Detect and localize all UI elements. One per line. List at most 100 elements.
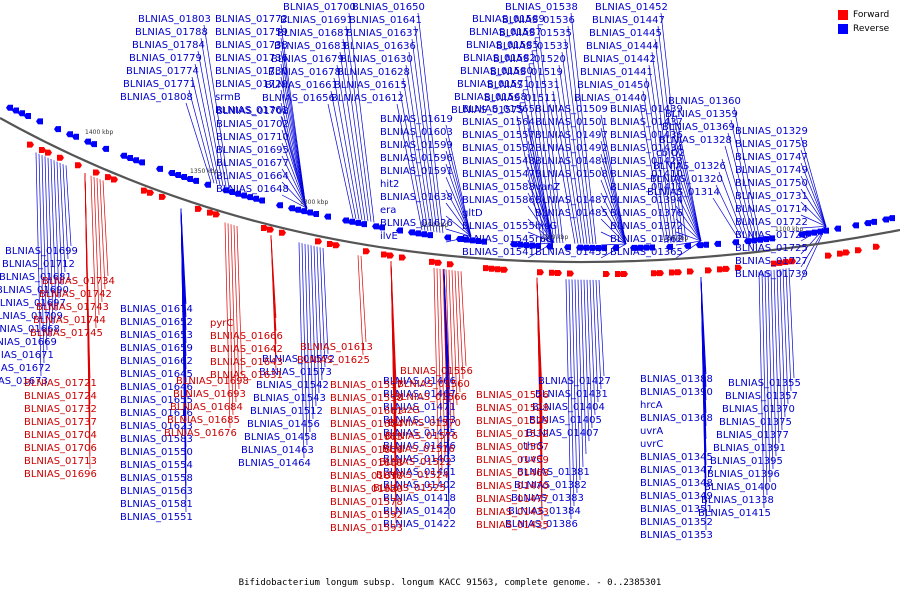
connector-line (360, 255, 367, 343)
connector-line (390, 261, 397, 524)
gene-label: BLNIAS_01739 (735, 269, 808, 280)
gene-label: BLNIAS_01687 (277, 28, 350, 39)
gene-label: BLNIAS_01678 (268, 67, 341, 78)
connector-line (779, 269, 786, 418)
reverse-gene-arrow (186, 175, 193, 182)
gene-label: BLNIAS_01566 (394, 392, 467, 403)
forward-gene-arrow (735, 264, 742, 271)
reverse-gene-arrow (312, 210, 319, 217)
gene-label: BLNIAS_01535 (499, 28, 572, 39)
reverse-gene-arrow (666, 243, 673, 250)
connector-line (733, 106, 760, 236)
gene-label: BLNIAS_01556 (400, 366, 473, 377)
forward-gene-arrow (315, 238, 322, 245)
connector-line (442, 269, 449, 445)
reverse-gene-arrow (534, 242, 541, 249)
connector-line (600, 179, 627, 245)
gene-label: BLNIAS_01475 (383, 428, 456, 439)
connector-line (567, 25, 594, 244)
reverse-gene-arrow (744, 238, 751, 245)
connector-line (727, 132, 754, 237)
reverse-gene-arrow (468, 237, 475, 244)
forward-gene-arrow (483, 265, 490, 272)
gene-label: BLNIAS_01592 (330, 510, 403, 521)
genome-caption: Bifidobacterium longum subsp. longum KAC… (238, 578, 662, 588)
reverse-gene-arrow (36, 118, 43, 125)
connector-line (583, 279, 590, 442)
scale-mark: 1100 kbp (775, 225, 804, 233)
connector-line (84, 173, 91, 470)
gene-label: ruvC (520, 454, 544, 465)
gene-label: BLNIAS_01320 (650, 174, 723, 185)
gene-label: BLNIAS_01372 (610, 221, 683, 232)
connector-line (527, 205, 554, 243)
reverse-gene-arrow (546, 243, 553, 250)
connector-line (600, 153, 627, 245)
gene-label: BLNIAS_01353 (640, 530, 713, 541)
gene-label: BLNIAS_01681 (0, 272, 72, 283)
gene-label: BLNIAS_01519 (490, 67, 563, 78)
gene-label: ilvE (380, 231, 398, 242)
connector-line (50, 159, 57, 312)
reverse-gene-arrow (732, 239, 739, 246)
gene-label: BLNIAS_01477 (476, 494, 549, 505)
gene-label: BLNIAS_01772 (215, 14, 288, 25)
gene-label: BLNIAS_01619 (380, 114, 453, 125)
connector-line (788, 267, 795, 379)
connector-line (712, 197, 739, 239)
reverse-swatch (838, 24, 848, 34)
connector-line (47, 157, 54, 325)
forward-gene-arrow (159, 193, 166, 200)
gene-label: BLNIAS_01554 (120, 460, 193, 471)
forward-gene-arrow (789, 258, 796, 265)
connector-line (800, 188, 827, 227)
gene-label: BLNIAS_01758 (735, 139, 808, 150)
forward-gene-arrow (825, 252, 832, 259)
connector-line (558, 64, 585, 244)
gene-label: BLNIAS_01545 (462, 234, 535, 245)
connector-line (316, 246, 323, 381)
connector-line (408, 51, 435, 232)
forward-gene-arrow (105, 174, 112, 181)
connector-line (281, 168, 308, 209)
gene-label: BLNIAS_01415 (698, 508, 771, 519)
forward-gene-arrow (717, 266, 724, 273)
gene-label: BLNIAS_01620 (330, 484, 403, 495)
connector-line (595, 279, 602, 390)
forward-gene-arrow (843, 249, 850, 256)
gene-label: BLNIAS_01557 (462, 130, 535, 141)
genome-backbone-arc (0, 117, 900, 264)
gene-label: BLNIAS_01405 (529, 415, 602, 426)
gene-label: BLNIAS_01508 (535, 169, 608, 180)
connector-line (586, 279, 593, 429)
reverse-gene-arrow (372, 223, 379, 230)
connector-line (600, 243, 627, 246)
connector-line (564, 38, 591, 244)
connector-line (758, 271, 765, 509)
connector-line (348, 12, 375, 223)
connector-line (194, 63, 221, 186)
connector-line (600, 243, 627, 259)
gene-label: BLNIAS_01696 (24, 469, 97, 480)
gene-label: BLNIAS_01388 (640, 374, 713, 385)
connector-line (304, 243, 311, 433)
gene-label: BLNIAS_01736 (215, 53, 288, 64)
forward-gene-arrow (75, 162, 82, 169)
gene-label: pyrC (210, 318, 234, 329)
gene-label: BLNIAS_01345 (640, 452, 713, 463)
connector-line (675, 140, 702, 242)
gene-label: BLNIAS_01370 (722, 404, 795, 415)
gene-label: BLNIAS_01642 (210, 344, 283, 355)
gene-label: BLNIAS_01570 (388, 418, 461, 429)
gene-label: BLNIAS_01710 (216, 132, 289, 143)
gene-label: BLNIAS_01470 (476, 481, 549, 492)
connector-line (675, 114, 702, 242)
gene-label: BLNIAS_01604 (330, 419, 403, 430)
gene-label: BLNIAS_01605 (330, 432, 403, 443)
reverse-gene-arrow (24, 112, 31, 119)
forward-gene-arrow (213, 211, 220, 218)
connector-line (761, 271, 768, 496)
reverse-gene-arrow (192, 177, 199, 184)
gene-label: hit2 (380, 179, 400, 190)
